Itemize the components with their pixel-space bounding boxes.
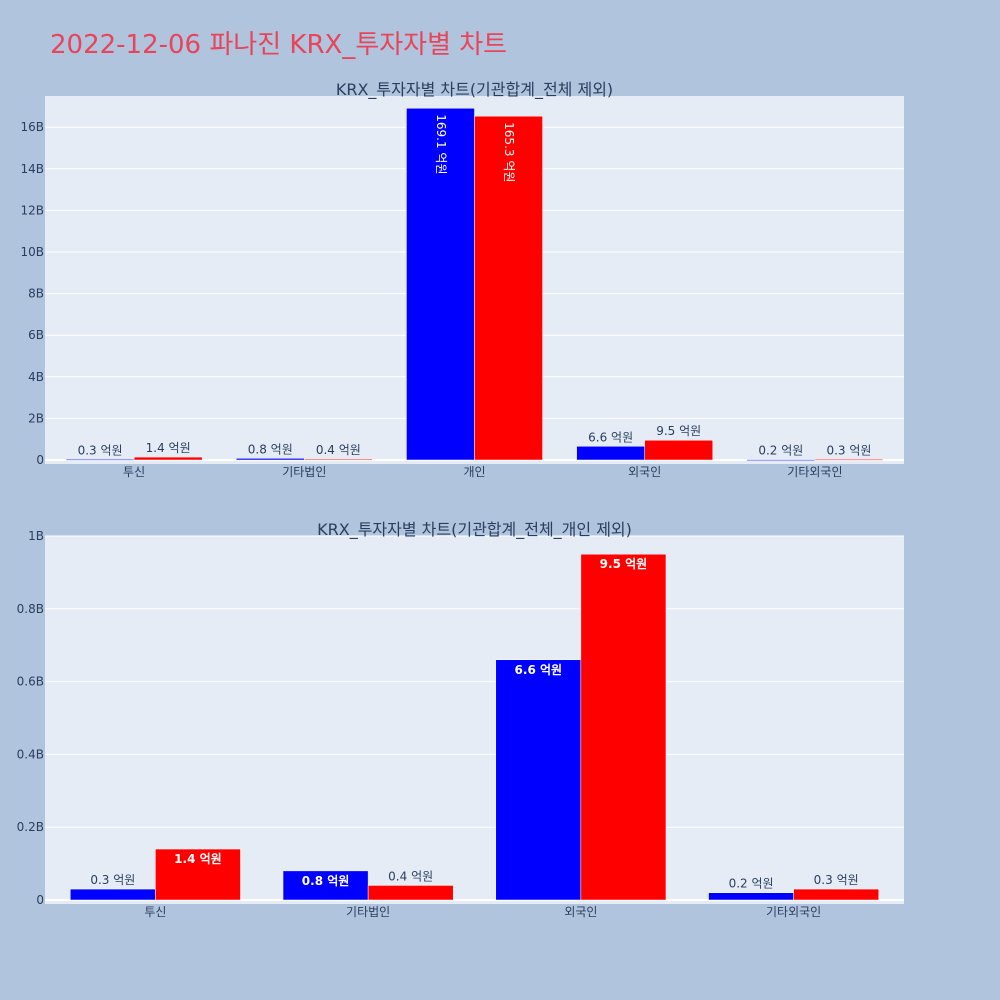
- bar-data-label: 9.5 억원: [600, 557, 648, 571]
- bar: [65, 459, 135, 461]
- bar: [576, 446, 645, 461]
- bar-data-label: 1.4 억원: [174, 852, 222, 866]
- x-tick-label: 외국인: [564, 905, 597, 919]
- chart-1: 0 2B 4B 6B 8B 10B 12B 14B 16B KRX_투자자별 차트(기관합계_전체…: [20, 80, 904, 479]
- bar: [580, 553, 667, 901]
- bar-data-label: 0.8 억원: [302, 874, 350, 888]
- y-tick-label: 6B: [28, 328, 44, 342]
- y-tick-label: 2B: [28, 411, 44, 425]
- bar: [70, 888, 156, 901]
- bar: [282, 870, 369, 901]
- plot-area: [45, 536, 904, 904]
- bar-data-label: 0.3 억원: [826, 443, 871, 457]
- bar: [133, 456, 203, 461]
- bar: [495, 659, 582, 901]
- bar: [644, 439, 714, 461]
- bar-data-label: 0.4 억원: [316, 443, 361, 457]
- bar: [235, 458, 305, 461]
- bar-data-label: 165.3 억원: [502, 122, 516, 182]
- y-tick-label: 12B: [20, 203, 44, 217]
- bar-data-label: 0.3 억원: [78, 443, 123, 457]
- chart-2: 0 0.2B 0.4B 0.6B 0.8B 1B KRX_투자자별 차트(기관합계_전체_개…: [17, 520, 904, 919]
- y-tick-label: 0: [36, 453, 44, 467]
- x-tick-label: 개인: [463, 465, 485, 479]
- bar: [814, 459, 884, 461]
- y-tick-label: 8B: [28, 287, 44, 301]
- bar-data-label: 0.2 억원: [758, 444, 803, 458]
- bar-data-label: 0.8 억원: [248, 442, 293, 456]
- bar-data-label: 6.6 억원: [588, 430, 633, 444]
- x-tick-label: 기타법인: [282, 465, 326, 479]
- bar-data-label: 1.4 억원: [146, 441, 191, 455]
- page-title: 2022-12-06 파나진 KRX_투자자별 차트: [50, 30, 508, 60]
- y-tick-label: 0.4B: [17, 747, 44, 761]
- bar-data-label: 6.6 억원: [515, 663, 563, 677]
- bar: [746, 459, 816, 461]
- x-tick-label: 기타외국인: [766, 905, 821, 919]
- y-tick-label: 0.2B: [17, 820, 44, 834]
- bar: [304, 458, 373, 461]
- bar: [793, 888, 879, 901]
- bar: [367, 885, 454, 901]
- bar-data-label: 9.5 억원: [656, 424, 701, 438]
- bar-data-label: 0.2 억원: [729, 877, 774, 891]
- y-tick-label: 1B: [28, 529, 44, 543]
- x-tick-label: 기타외국인: [787, 465, 842, 479]
- y-tick-label: 0: [36, 893, 44, 907]
- bar-data-label: 0.3 억원: [90, 873, 135, 887]
- chart-title: KRX_투자자별 차트(기관합계_전체 제외): [336, 80, 613, 100]
- y-tick-label: 4B: [28, 370, 44, 384]
- x-tick-label: 투신: [123, 465, 145, 479]
- bar: [708, 892, 794, 901]
- y-tick-label: 16B: [20, 120, 44, 134]
- y-tick-label: 0.8B: [17, 602, 44, 616]
- bar-data-label: 0.3 억원: [814, 873, 859, 887]
- y-tick-label: 14B: [20, 162, 44, 176]
- bar-data-label: 0.4 억원: [388, 869, 433, 883]
- x-tick-label: 기타법인: [346, 905, 390, 919]
- y-tick-label: 10B: [20, 245, 44, 259]
- chart-title: KRX_투자자별 차트(기관합계_전체_개인 제외): [317, 520, 632, 540]
- bar: [155, 848, 241, 901]
- bar: [406, 108, 475, 461]
- x-tick-label: 외국인: [628, 465, 661, 479]
- bar: [474, 115, 543, 461]
- y-tick-label: 0.6B: [17, 675, 44, 689]
- x-tick-label: 투신: [144, 905, 166, 919]
- bar-data-label: 169.1 억원: [434, 114, 448, 174]
